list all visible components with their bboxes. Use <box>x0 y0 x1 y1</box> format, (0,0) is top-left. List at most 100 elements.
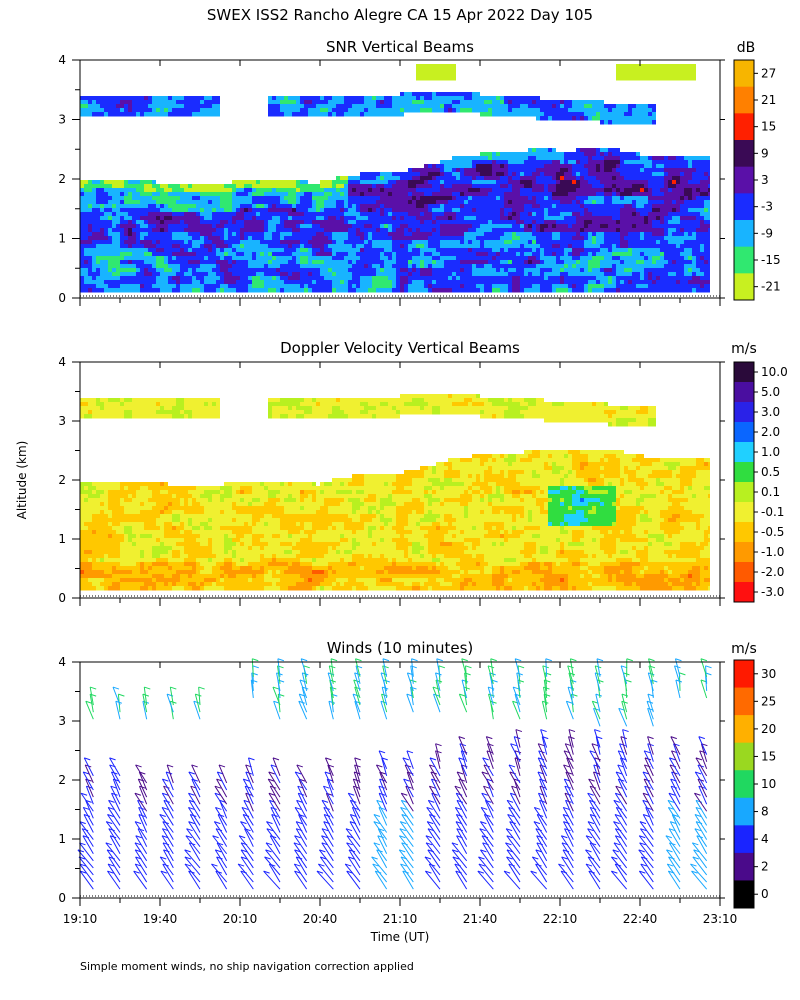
snr-cell <box>564 104 572 109</box>
wind-barb <box>458 736 468 755</box>
snr-cell <box>604 164 616 169</box>
wind-barb-flag <box>510 743 517 747</box>
doppler-cell <box>564 546 600 551</box>
doppler-cell <box>464 542 472 547</box>
doppler-cell <box>648 422 656 427</box>
snr-cell <box>516 268 524 273</box>
snr-cell <box>576 220 584 225</box>
doppler-cell <box>504 542 524 547</box>
wind-barb <box>510 743 521 762</box>
doppler-cell <box>460 586 464 591</box>
wind-barb <box>506 835 521 855</box>
doppler-cell <box>412 490 424 495</box>
doppler-cell <box>532 534 540 539</box>
wind-barb <box>79 863 94 883</box>
doppler-cell <box>616 542 648 547</box>
doppler-cell <box>536 582 544 587</box>
snr-cell <box>272 204 276 209</box>
wind-barb <box>535 828 548 847</box>
snr-cell <box>604 192 612 197</box>
snr-cell <box>100 272 112 277</box>
doppler-cell <box>568 574 580 579</box>
wind-barb <box>539 800 548 819</box>
snr-cell <box>628 108 632 113</box>
wind-barb <box>84 764 94 784</box>
snr-cell <box>512 260 524 265</box>
snr-cell <box>632 112 648 117</box>
snr-cell <box>180 244 192 249</box>
doppler-cell <box>132 398 176 403</box>
doppler-cell <box>504 530 508 535</box>
snr-cell <box>396 280 400 285</box>
doppler-cell <box>312 534 340 539</box>
wind-barb-flag <box>539 778 546 782</box>
snr-cell <box>368 288 376 293</box>
doppler-cell <box>300 530 304 535</box>
doppler-cell <box>588 490 608 495</box>
snr-cell <box>224 280 236 285</box>
snr-cell <box>688 208 704 213</box>
snr-cell <box>608 148 620 153</box>
snr-cell <box>348 208 356 213</box>
doppler-cell <box>268 570 272 575</box>
wind-barb-flag <box>137 828 145 832</box>
doppler-cell <box>224 538 232 543</box>
doppler-cell <box>492 506 524 511</box>
snr-cell <box>492 112 544 117</box>
snr-cell <box>412 280 424 285</box>
doppler-cell <box>172 566 192 571</box>
wind-barb-flag <box>589 750 596 754</box>
wind-barb-flag <box>480 849 487 853</box>
doppler-cell <box>388 558 392 563</box>
doppler-cell <box>80 506 108 511</box>
snr-cell <box>100 208 104 213</box>
snr-cell <box>464 284 476 289</box>
doppler-cell <box>376 542 396 547</box>
doppler-cell <box>504 558 516 563</box>
wind-barb <box>213 821 228 840</box>
snr-cell <box>616 184 632 189</box>
snr-cell <box>452 272 456 277</box>
wind-barb <box>589 750 601 770</box>
snr-cell <box>168 276 172 281</box>
snr-cell <box>476 208 500 213</box>
snr-cell <box>676 280 680 285</box>
doppler-cell <box>324 498 344 503</box>
doppler-cell <box>92 530 96 535</box>
snr-cell <box>616 68 696 73</box>
snr-cell <box>592 184 604 189</box>
snr-cell <box>688 268 692 273</box>
doppler-cell <box>572 586 576 591</box>
doppler-cell <box>300 522 304 527</box>
wind-barb <box>190 785 201 805</box>
snr-cell <box>416 196 420 201</box>
winds-colorbar-swatch <box>734 742 754 771</box>
doppler-cell <box>572 454 588 459</box>
snr-cell <box>444 108 448 113</box>
doppler-cell <box>320 586 324 591</box>
wind-barb <box>272 686 281 706</box>
wind-barb <box>700 679 708 699</box>
snr-cell <box>268 260 272 265</box>
doppler-cell <box>232 486 240 491</box>
snr-cell <box>156 276 168 281</box>
doppler-cell <box>616 518 636 523</box>
snr-cell <box>228 228 240 233</box>
doppler-cell <box>548 498 552 503</box>
doppler-cell <box>344 498 348 503</box>
wind-barb-flag <box>594 757 601 761</box>
snr-cell <box>160 240 184 245</box>
doppler-cell <box>540 454 548 459</box>
doppler-cell <box>336 578 348 583</box>
doppler-cell <box>600 546 616 551</box>
doppler-cell <box>304 522 312 527</box>
wind-barb <box>138 771 148 791</box>
doppler-cell <box>600 466 604 471</box>
snr-cell <box>592 256 604 261</box>
snr-cell <box>632 252 640 257</box>
doppler-cell <box>196 558 208 563</box>
wind-barb <box>250 679 254 699</box>
snr-cell <box>576 180 580 185</box>
snr-cell <box>200 108 220 113</box>
